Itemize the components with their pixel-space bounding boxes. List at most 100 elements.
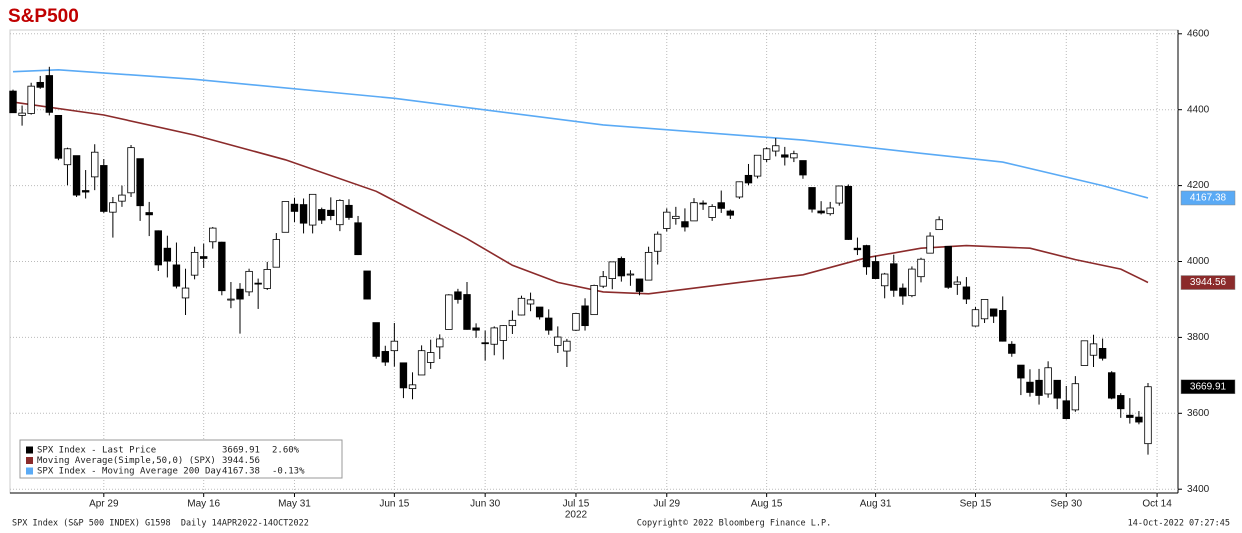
candle-body: [708, 206, 716, 218]
candle-body: [127, 147, 135, 194]
candle-body: [245, 270, 253, 293]
candle-body: [753, 154, 762, 177]
candle-body: [545, 317, 553, 331]
candle-body: [363, 270, 371, 300]
candle-body: [345, 204, 353, 218]
candle-body: [36, 81, 44, 88]
candle-body: [445, 294, 453, 330]
value-callout-bg: [1180, 379, 1236, 395]
legend-change: 2.60%: [272, 446, 300, 456]
candle-body: [63, 148, 72, 166]
legend-label: SPX Index - Moving Average 200 Day: [37, 467, 222, 477]
candle-body: [490, 327, 498, 345]
candle-body: [517, 297, 526, 316]
candle-body: [572, 313, 580, 331]
candle-body: [871, 261, 880, 279]
candle-body: [1089, 343, 1098, 356]
candle-body: [27, 85, 35, 114]
candle-body: [1080, 340, 1089, 366]
legend: SPX Index - Last Price 3669.91 2.60% Moving…: [19, 439, 343, 479]
footer-right: 14-Oct-2022 07:27:45: [1128, 519, 1230, 529]
candle-body: [690, 202, 698, 222]
candle-body: [336, 199, 344, 226]
candle-body: [971, 309, 980, 327]
candle-body: [408, 384, 417, 390]
candle-body: [372, 322, 380, 357]
y-tick-label: 4400: [1187, 104, 1210, 115]
candle-body: [880, 273, 889, 287]
candle-body: [944, 245, 952, 288]
footer-left: SPX Index (S&P 500 INDEX) G1598 Daily 14…: [12, 519, 309, 529]
candle-body: [599, 276, 607, 287]
candle-body: [853, 247, 862, 251]
candle-body: [899, 287, 907, 297]
candle-body: [681, 221, 689, 228]
candle-body: [354, 222, 362, 256]
chart-title: S&P500: [8, 6, 79, 27]
candle-body: [799, 160, 807, 176]
candle-body: [9, 90, 17, 114]
candle-body: [1098, 348, 1107, 359]
candle-body: [218, 241, 226, 292]
candle-body: [980, 299, 989, 320]
candle-body: [1062, 400, 1070, 420]
candle-body: [390, 340, 399, 352]
candle-body: [999, 310, 1007, 342]
candle-body: [626, 273, 635, 276]
candle-body: [136, 158, 144, 207]
candle-body: [635, 278, 644, 292]
candle-body: [835, 185, 843, 204]
candle-body: [653, 233, 662, 252]
candle-body: [54, 114, 63, 159]
candle-body: [109, 202, 117, 213]
candle-body: [699, 202, 707, 205]
candle-body: [308, 193, 317, 226]
moving-average-line: [12, 101, 1149, 295]
value-callout: 3944.56: [1190, 277, 1227, 288]
candle-body: [581, 305, 589, 327]
candle-body: [172, 264, 181, 287]
candle-body: [1135, 416, 1143, 423]
candle-body: [91, 151, 99, 178]
candle-body: [190, 251, 199, 276]
candle-body: [381, 351, 389, 363]
candle-body: [808, 187, 816, 210]
legend-change: -0.13%: [272, 467, 305, 477]
candle-body: [1126, 414, 1134, 418]
value-callout: 3669.91: [1190, 381, 1227, 392]
candle-body: [989, 308, 998, 317]
candle-body: [327, 209, 335, 216]
candle-body: [1107, 372, 1116, 399]
candle-body: [563, 340, 571, 352]
footer-center: Copyright© 2022 Bloomberg Finance L.P.: [637, 519, 831, 529]
candle-body: [926, 235, 934, 254]
candle-body: [744, 174, 753, 184]
candle-body: [1071, 383, 1080, 411]
candle-body: [590, 285, 598, 316]
candle-body: [299, 204, 308, 224]
candle-body: [318, 209, 326, 221]
candle-body: [417, 350, 426, 376]
y-tick-label: 3400: [1187, 484, 1210, 495]
candle-body: [535, 306, 544, 318]
x-year-label: 2022: [565, 510, 588, 521]
x-tick-label: Jun 15: [379, 499, 409, 510]
candle-body: [1117, 395, 1125, 410]
moving-average-line: [12, 68, 1149, 199]
candle-body: [100, 165, 108, 212]
y-tick-label: 4600: [1187, 28, 1210, 39]
candle-body: [1026, 381, 1034, 393]
candle-body: [762, 148, 771, 160]
candle-body: [735, 181, 744, 198]
candle-body: [236, 288, 244, 300]
candle-body: [1144, 386, 1152, 445]
candle-body: [644, 251, 653, 281]
candle-body: [526, 299, 535, 305]
candle-body: [772, 145, 780, 152]
x-tick-label: May 16: [187, 499, 220, 510]
candle-body: [890, 263, 898, 291]
candle-body: [499, 325, 508, 341]
x-tick-label: Aug 15: [751, 499, 783, 510]
candle-body: [463, 294, 471, 330]
candle-body: [508, 319, 517, 327]
